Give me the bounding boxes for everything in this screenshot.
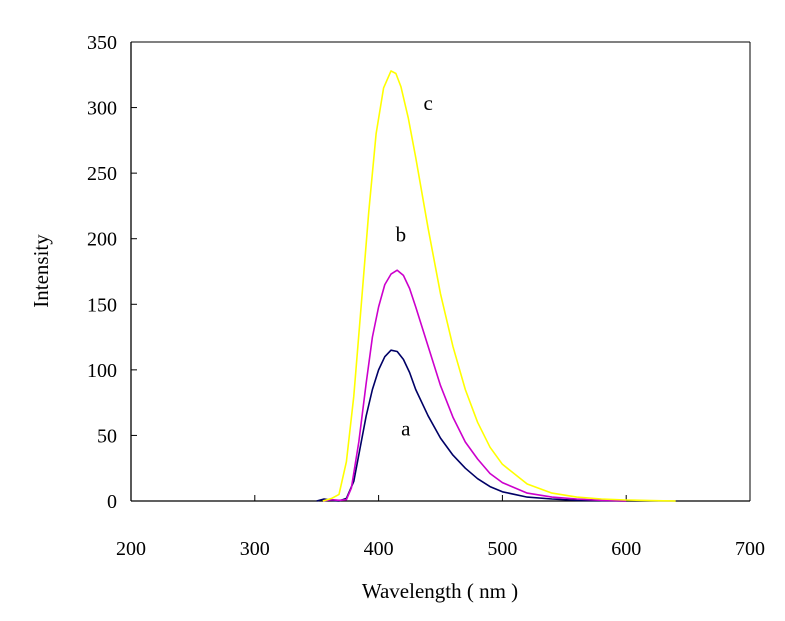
series-line-c	[322, 70, 676, 502]
y-tick-label: 300	[87, 98, 117, 120]
y-tick-label: 150	[87, 294, 117, 316]
x-tick-label: 300	[240, 538, 270, 560]
x-tick-label: 700	[735, 538, 765, 560]
y-tick-label: 0	[107, 491, 117, 513]
y-tick-label: 50	[97, 425, 117, 447]
axes	[130, 41, 751, 502]
y-tick-label: 350	[87, 32, 117, 54]
series-line-b	[322, 269, 627, 502]
y-axis-title: Intensity	[29, 234, 53, 308]
x-tick-label: 200	[116, 538, 146, 560]
series-label-a: a	[401, 416, 411, 440]
x-tick-label: 600	[611, 538, 641, 560]
y-tick-label: 250	[87, 163, 117, 185]
tick-labels: 200 300 400 500 600 700 0 50 100 150 200 250 300 350	[87, 32, 765, 560]
x-tick-label: 500	[487, 538, 517, 560]
ticks	[130, 41, 751, 502]
series-line-a	[316, 349, 627, 502]
y-tick-label: 100	[87, 360, 117, 382]
x-axis-title: Wavelength ( nm )	[362, 579, 518, 603]
y-tick-label: 200	[87, 229, 117, 251]
series-group	[316, 70, 676, 502]
annotations: a b c	[396, 91, 433, 440]
series-label-b: b	[396, 222, 407, 246]
x-tick-label: 400	[364, 538, 394, 560]
series-label-c: c	[423, 91, 432, 115]
